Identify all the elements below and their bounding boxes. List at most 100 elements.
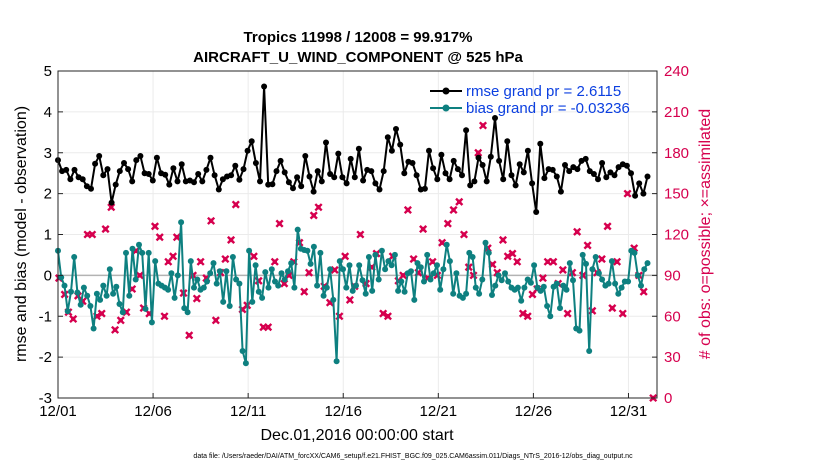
obs-assimilated-point — [403, 205, 412, 215]
bias-point — [314, 282, 321, 289]
obs-marker-center — [400, 273, 406, 278]
rmse-point — [310, 188, 317, 195]
obs-marker-center — [610, 305, 615, 311]
obs-assimilated-point — [573, 227, 582, 236]
bias-point — [330, 296, 337, 303]
rmse-point — [306, 173, 313, 180]
obs-marker-center — [332, 267, 337, 273]
bias-point — [168, 270, 175, 277]
rmse-point — [137, 153, 144, 159]
bias-point — [210, 260, 217, 267]
rmse-point — [479, 162, 486, 168]
right-tick-label: 30 — [664, 349, 681, 366]
obs-marker-center — [261, 324, 266, 330]
rmse-point — [487, 153, 494, 160]
rmse-point — [88, 185, 94, 192]
bias-point — [194, 276, 201, 283]
obs-marker-center — [174, 235, 180, 240]
obs-marker-center — [490, 262, 495, 267]
bias-point — [343, 284, 350, 291]
bias-point — [90, 325, 97, 332]
bias-point — [77, 301, 84, 308]
obs-assimilated-point — [523, 312, 532, 321]
obs-marker-center — [152, 224, 158, 229]
bias-point — [346, 262, 353, 269]
rmse-point — [529, 180, 536, 187]
bias-point — [560, 282, 567, 289]
bias-point — [476, 290, 483, 297]
obs-marker-center — [251, 254, 257, 259]
rmse-point — [129, 178, 136, 185]
bias-point — [119, 309, 126, 316]
obs-marker-center — [162, 314, 167, 319]
bias-point — [165, 286, 172, 293]
bias-point — [612, 280, 619, 287]
rmse-point — [599, 160, 606, 166]
bias-point — [223, 268, 230, 275]
bias-point — [356, 262, 363, 269]
rmse-point — [121, 160, 127, 166]
chart-title-line1: Tropics 11998 / 12008 = 99.917% — [244, 29, 473, 46]
bias-point — [136, 241, 142, 248]
rmse-point — [327, 171, 334, 177]
rmse-point — [459, 172, 465, 179]
obs-marker-center — [599, 256, 605, 262]
x-tick-label: 12/11 — [230, 403, 266, 420]
rmse-point — [92, 160, 99, 167]
obs-marker-center — [625, 191, 630, 196]
legend-rmse-marker — [442, 87, 450, 95]
bias-point — [126, 292, 133, 299]
bias-point — [100, 282, 107, 289]
rmse-point — [508, 172, 515, 179]
rmse-point — [174, 178, 181, 185]
obs-assimilated-point — [196, 257, 205, 266]
bias-point — [634, 272, 641, 279]
bias-point — [116, 301, 123, 307]
x-axis-label: Dec.01,2016 00:00:00 start — [260, 427, 454, 444]
obs-marker-center — [118, 318, 123, 323]
rmse-point — [191, 179, 197, 186]
obs-marker-center — [540, 275, 546, 281]
bias-point — [171, 294, 178, 301]
obs-assimilated-point — [639, 287, 648, 296]
obs-marker-center — [530, 292, 535, 297]
x-tick-label: 12/01 — [39, 403, 77, 420]
obs-marker-center — [515, 259, 520, 264]
bias-point — [233, 276, 240, 283]
obs-assimilated-point — [563, 309, 572, 318]
bias-point — [586, 348, 593, 354]
obs-assimilated-point — [513, 257, 522, 266]
bias-point — [64, 308, 71, 315]
obs-marker-center — [90, 232, 95, 237]
bias-point — [469, 254, 476, 260]
obs-marker-center — [170, 254, 176, 259]
rmse-point — [409, 160, 416, 166]
obs-assimilated-point — [356, 230, 365, 239]
bias-point — [615, 290, 622, 297]
obs-marker-center — [480, 123, 486, 128]
bias-point — [369, 287, 376, 294]
obs-assimilated-point — [192, 294, 201, 303]
obs-assimilated-point — [449, 205, 458, 215]
bias-point — [595, 270, 602, 277]
rmse-point — [240, 166, 247, 173]
rmse-point — [162, 171, 169, 178]
obs-assimilated-point — [478, 121, 488, 130]
bias-point — [570, 277, 576, 284]
obs-assimilated-point — [226, 235, 236, 244]
rmse-point — [252, 160, 259, 166]
bias-point — [129, 245, 136, 252]
rmse-point — [492, 115, 498, 121]
bias-point — [401, 288, 408, 295]
bias-point — [489, 292, 495, 298]
bias-point — [216, 268, 223, 275]
rmse-point — [215, 186, 222, 193]
obs-assimilated-point — [383, 312, 392, 321]
obs-marker-center — [302, 289, 307, 294]
rmse-point — [426, 147, 432, 154]
obs-assimilated-point — [455, 197, 464, 206]
rmse-point — [541, 175, 548, 182]
bias-point — [200, 284, 207, 291]
rmse-point — [199, 178, 206, 185]
bias-point — [80, 284, 87, 291]
